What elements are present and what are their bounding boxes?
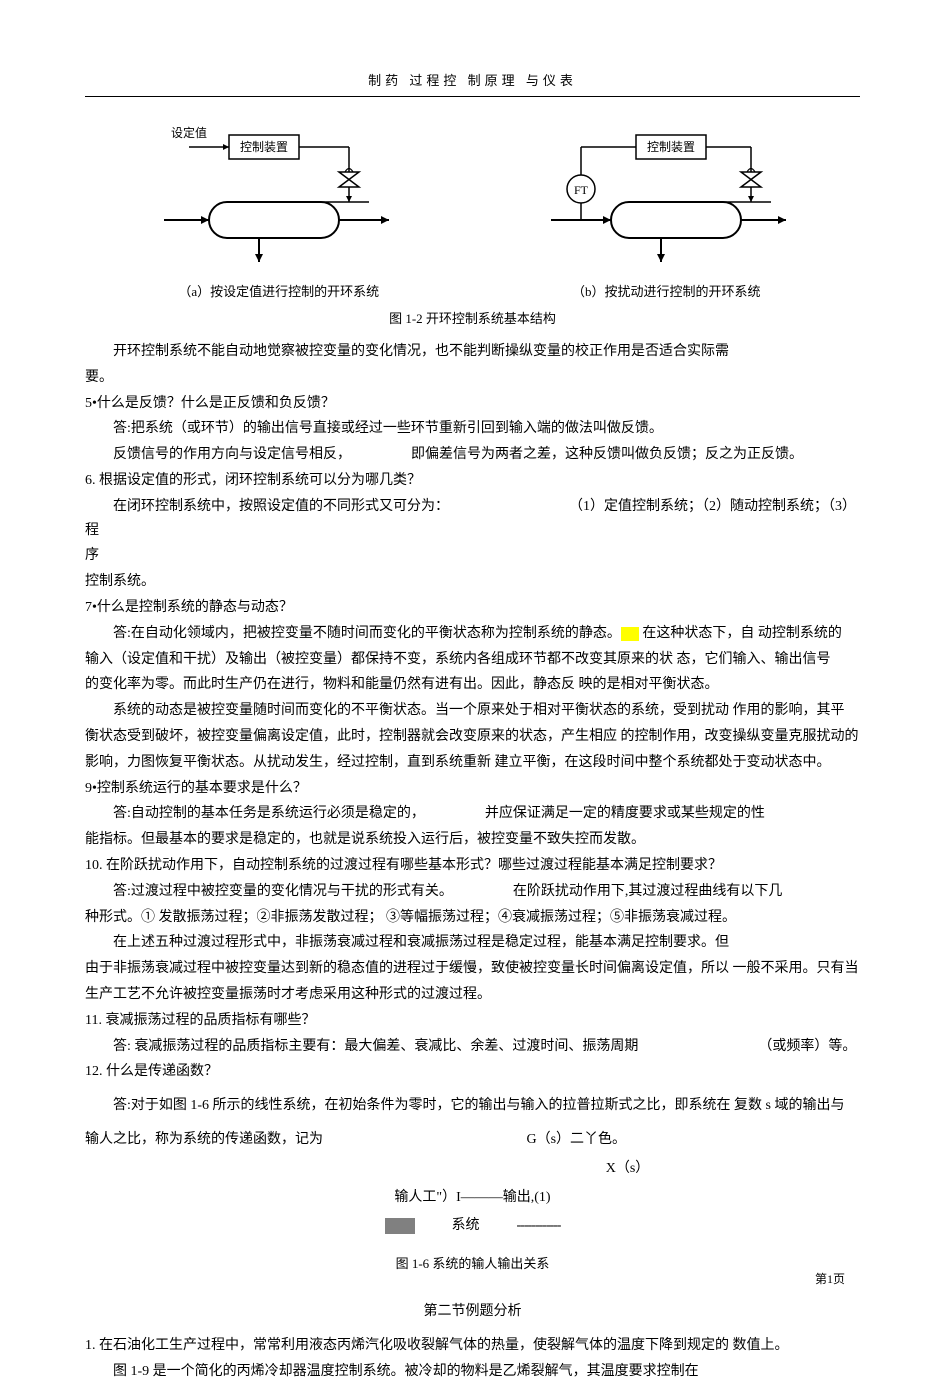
- a6-pre: 在闭环控制系统中，按照设定值的不同形式又可分为：: [113, 499, 449, 514]
- diagram-b-svg: 控制装置 FT: [526, 117, 806, 267]
- q5: 5•什么是反馈？什么是正反馈和负反馈？: [85, 392, 860, 416]
- ft-label: FT: [574, 183, 589, 197]
- q12: 12. 什么是传递函数？: [85, 1060, 860, 1084]
- q10: 10. 在阶跃扰动作用下，自动控制系统的过渡过程有哪些基本形式？哪些过渡过程能基…: [85, 854, 860, 878]
- highlight-yellow: [621, 627, 639, 641]
- a11: 答: 衰减振荡过程的品质指标主要有：最大偏差、衰减比、余差、过渡时间、振荡周期 （…: [85, 1035, 860, 1059]
- a12b: 输人之比，称为系统的传递函数，记为 G（s）二丫色。: [85, 1128, 860, 1152]
- a10a: 答:过渡过程中被控变量的变化情况与干扰的形式有关。 在阶跃扰动作用下,其过渡过程曲…: [85, 880, 860, 904]
- a11-post: （或频率）等。: [758, 1039, 856, 1054]
- a10b: 种形式。① 发散振荡过程；②非振荡发散过程； ③等幅振荡过程；④衰减振荡过程；⑤…: [85, 906, 860, 930]
- io-system: 系统 ------------: [85, 1214, 860, 1238]
- setpoint-label: 设定值: [171, 125, 207, 140]
- section2-title: 第二节例题分析: [85, 1300, 860, 1324]
- a6: 在闭环控制系统中，按照设定值的不同形式又可分为：（1）定值控制系统；（2）随动控…: [85, 495, 860, 543]
- a7a-pre: 答:在自动化领域内，把被控变量不随时间而变化的平衡状态称为控制系统的静态。: [113, 626, 621, 641]
- page-number: 第1页: [815, 1269, 845, 1289]
- a12b-pre: 输人之比，称为系统的传递函数，记为: [85, 1132, 323, 1147]
- fig16-caption: 图 1-6 系统的输人输出关系: [85, 1253, 860, 1275]
- diagram-main-caption: 图 1-2 开环控制系统基本结构: [85, 308, 860, 330]
- a9b: 能指标。但最基本的要求是稳定的，也就是说系统投入运行后，被控变量不致失控而发散。: [85, 828, 860, 852]
- a7f: 影响，力图恢复平衡状态。从扰动发生，经过控制，直到系统重新 建立平衡，在这段时间…: [85, 751, 860, 775]
- a9a-pre: 答:自动控制的基本任务是系统运行必须是稳定的，: [113, 806, 425, 821]
- a10a-post: 在阶跃扰动作用下,其过渡过程曲线有以下几: [513, 884, 783, 899]
- a9a-post: 并应保证满足一定的精度要求或某些规定的性: [485, 806, 765, 821]
- a11-pre: 答: 衰减振荡过程的品质指标主要有：最大偏差、衰减比、余差、过渡时间、振荡周期: [113, 1039, 638, 1054]
- a5b-pre: 反馈信号的作用方向与设定信号相反，: [113, 447, 351, 462]
- formula-x: X（s）: [85, 1157, 860, 1181]
- formula-g: G（s）二丫色。: [527, 1128, 627, 1152]
- a6c: 控制系统。: [85, 570, 860, 594]
- q6: 6. 根据设定值的形式，闭环控制系统可以分为哪几类？: [85, 469, 860, 493]
- io-sys-label: 系统: [452, 1218, 480, 1233]
- q7: 7•什么是控制系统的静态与动态？: [85, 596, 860, 620]
- a10e: 生产工艺不允许被控变量振荡时才考虑采用这种形式的过渡过程。: [85, 983, 860, 1007]
- a5a: 答:把系统（或环节）的输出信号直接或经过一些环节重新引回到输入端的做法叫做反馈。: [85, 417, 860, 441]
- a7e: 衡状态受到破坏，被控变量偏离设定值，此时，控制器就会改变原来的状态，产生相应 的…: [85, 725, 860, 749]
- a7b: 输入（设定值和干扰）及输出（被控变量）都保持不变，系统内各组成环节都不改变其原来…: [85, 648, 860, 672]
- diagram-b: 控制装置 FT: [516, 117, 816, 303]
- a7a: 答:在自动化领域内，把被控变量不随时间而变化的平衡状态称为控制系统的静态。 在这…: [85, 622, 860, 646]
- io-label: 输人工"）I———输出,(1): [394, 1190, 550, 1205]
- s2-q1b: 图 1-9 是一个简化的丙烯冷却器温度控制系统。被冷却的物料是乙烯裂解气，其温度…: [85, 1360, 860, 1384]
- controller-label-b: 控制装置: [647, 140, 695, 154]
- highlight-grey: [385, 1218, 415, 1234]
- a5b-post: 即偏差信号为两者之差，这种反馈叫做负反馈；反之为正反馈。: [411, 447, 803, 462]
- diagram-row: 设定值 控制装置: [85, 117, 860, 303]
- io-diagram: 输人工"）I———输出,(1): [85, 1186, 860, 1210]
- diagram-a-caption: （a）按设定值进行控制的开环系统: [129, 281, 429, 303]
- a10c: 在上述五种过渡过程形式中，非振荡衰减过程和衰减振荡过程是稳定过程，能基本满足控制…: [85, 931, 860, 955]
- a7c: 的变化率为零。而此时生产仍在进行，物料和能量仍然有进有出。因此，静态反 映的是相…: [85, 673, 860, 697]
- a9a: 答:自动控制的基本任务是系统运行必须是稳定的， 并应保证满足一定的精度要求或某些规…: [85, 802, 860, 826]
- s2-q1a: 1. 在石油化工生产过程中，常常利用液态丙烯汽化吸收裂解气体的热量，使裂解气体的…: [85, 1334, 860, 1358]
- a10d: 由于非振荡衰减过程中被控变量达到新的稳态值的进程过于缓慢，致使被控变量长时间偏离…: [85, 957, 860, 981]
- a7a-post: 在这种状态下，自 动控制系统的: [639, 626, 842, 641]
- diagram-b-caption: （b）按扰动进行控制的开环系统: [516, 281, 816, 303]
- controller-label-a: 控制装置: [240, 140, 288, 154]
- diagram-a-svg: 设定值 控制装置: [139, 117, 419, 267]
- a12: 答:对于如图 1-6 所示的线性系统，在初始条件为零时，它的输出与输入的拉普拉斯…: [85, 1094, 860, 1118]
- header-title: 制药 过程控 制原理 与仪表: [85, 70, 860, 92]
- q11: 11. 衰减振荡过程的品质指标有哪些？: [85, 1009, 860, 1033]
- a6b: 序: [85, 544, 860, 568]
- diagram-a: 设定值 控制装置: [129, 117, 429, 303]
- a5b: 反馈信号的作用方向与设定信号相反， 即偏差信号为两者之差，这种反馈叫做负反馈；反之…: [85, 443, 860, 467]
- para-1b: 要。: [85, 366, 860, 390]
- header-divider: [85, 96, 860, 97]
- para-1: 开环控制系统不能自动地觉察被控变量的变化情况，也不能判断操纵变量的校正作用是否适…: [85, 340, 860, 364]
- a7d: 系统的动态是被控变量随时间而变化的不平衡状态。当一个原来处于相对平衡状态的系统，…: [85, 699, 860, 723]
- io-dashes: ------------: [517, 1218, 561, 1233]
- a10a-pre: 答:过渡过程中被控变量的变化情况与干扰的形式有关。: [113, 884, 453, 899]
- q9: 9•控制系统运行的基本要求是什么？: [85, 777, 860, 801]
